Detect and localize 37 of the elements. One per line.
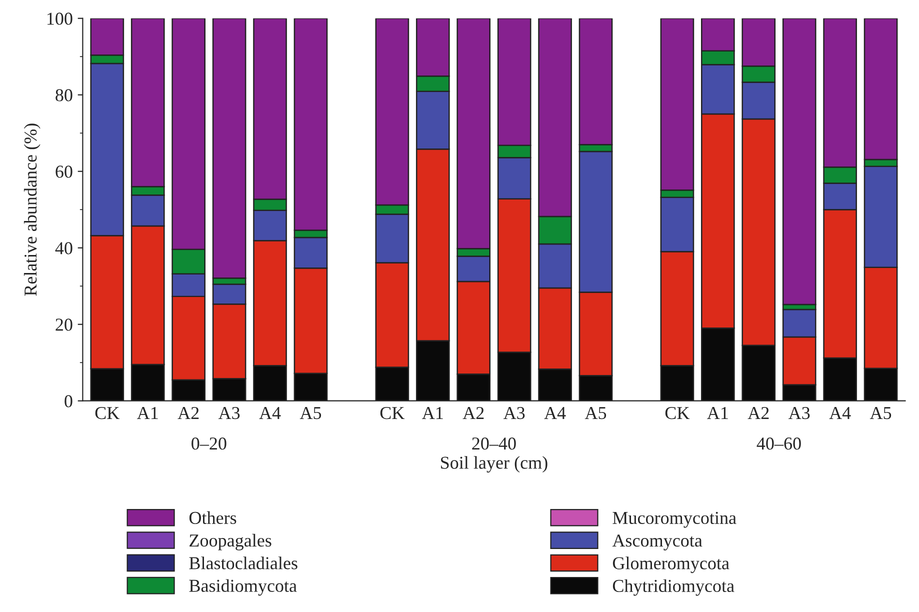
- y-tick-label: 40: [55, 242, 72, 254]
- x-tick-label: A1: [137, 407, 158, 419]
- x-tick-label: CK: [380, 406, 405, 420]
- legend-label: Glomeromycota: [612, 556, 730, 574]
- x-tick-label: A1: [422, 407, 443, 419]
- y-tick-label: 80: [56, 89, 72, 102]
- x-tick-label: A2: [178, 406, 199, 419]
- x-tick-label: CK: [665, 406, 690, 420]
- text: 20–40: [472, 437, 516, 450]
- y-axis-title: Relative abundance (%): [24, 124, 40, 296]
- legend-label: Mucoromycotina: [612, 512, 736, 528]
- x-tick-label: A1: [707, 407, 728, 419]
- x-tick-label: A3: [218, 406, 240, 420]
- y-tick-label: 100: [47, 12, 72, 25]
- legend-label: Ascomycota: [612, 534, 702, 550]
- x-tick-label: A4: [544, 407, 566, 419]
- x-tick-label: A3: [503, 406, 525, 420]
- y-tick-label: 60: [56, 166, 72, 178]
- text: 40–60: [756, 437, 801, 450]
- text: 0–20: [192, 437, 226, 450]
- legend-label: Blastocladiales: [189, 556, 298, 570]
- y-tick-label: 0: [64, 395, 72, 408]
- x-tick-label: A5: [870, 407, 892, 420]
- x-tick-label: A2: [462, 406, 484, 419]
- legend-label: Basidiomycota: [189, 579, 297, 596]
- x-tick-label: A5: [300, 407, 322, 420]
- x-tick-label: A5: [584, 407, 606, 420]
- legend-label: Chytridiomycota: [612, 579, 734, 596]
- x-tick-label: A2: [748, 406, 769, 419]
- x-axis-title: Soil layer (cm): [441, 456, 548, 473]
- legend-label: Others: [189, 511, 236, 524]
- y-tick-label: 20: [56, 318, 72, 331]
- legend-label: Zoopagales: [190, 534, 272, 550]
- x-tick-label: A3: [788, 406, 810, 420]
- x-tick-label: A4: [259, 407, 281, 419]
- x-tick-label: CK: [95, 406, 120, 420]
- x-tick-label: A4: [829, 407, 851, 419]
